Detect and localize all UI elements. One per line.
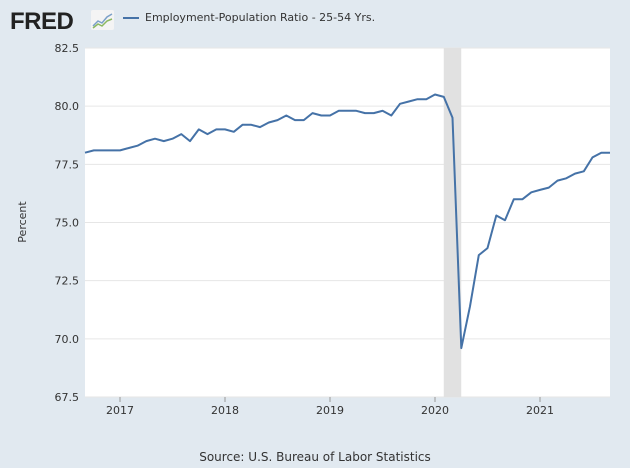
x-tick-label: 2018: [211, 404, 239, 417]
y-tick-label: 70.0: [55, 333, 80, 346]
y-tick-label: 77.5: [55, 158, 80, 171]
legend-label: Employment-Population Ratio - 25-54 Yrs.: [145, 11, 376, 24]
x-tick-label: 2017: [106, 404, 134, 417]
y-tick-label: 75.0: [55, 217, 80, 230]
x-tick-label: 2021: [526, 404, 554, 417]
y-tick-label: 82.5: [55, 42, 80, 55]
legend-swatch: [123, 16, 139, 19]
y-tick-label: 67.5: [55, 391, 80, 404]
y-axis-label: Percent: [16, 201, 29, 243]
fred-logo[interactable]: FRED: [10, 8, 74, 35]
x-tick-label: 2020: [421, 404, 449, 417]
line-chart-icon: [91, 10, 114, 30]
chart-svg: 67.5 70.0 72.5 75.0 77.5 80.0 82.5 2017 2018 201…: [16, 42, 610, 417]
series-line: [84, 93, 610, 350]
y-tick-label: 80.0: [55, 100, 80, 113]
legend: Employment-Population Ratio - 25-54 Yrs.: [123, 11, 375, 24]
recession-shading: [443, 48, 462, 397]
x-tick-label: 2019: [316, 404, 344, 417]
source-note: Source: U.S. Bureau of Labor Statistics: [199, 450, 431, 464]
y-tick-label: 72.5: [55, 275, 80, 288]
